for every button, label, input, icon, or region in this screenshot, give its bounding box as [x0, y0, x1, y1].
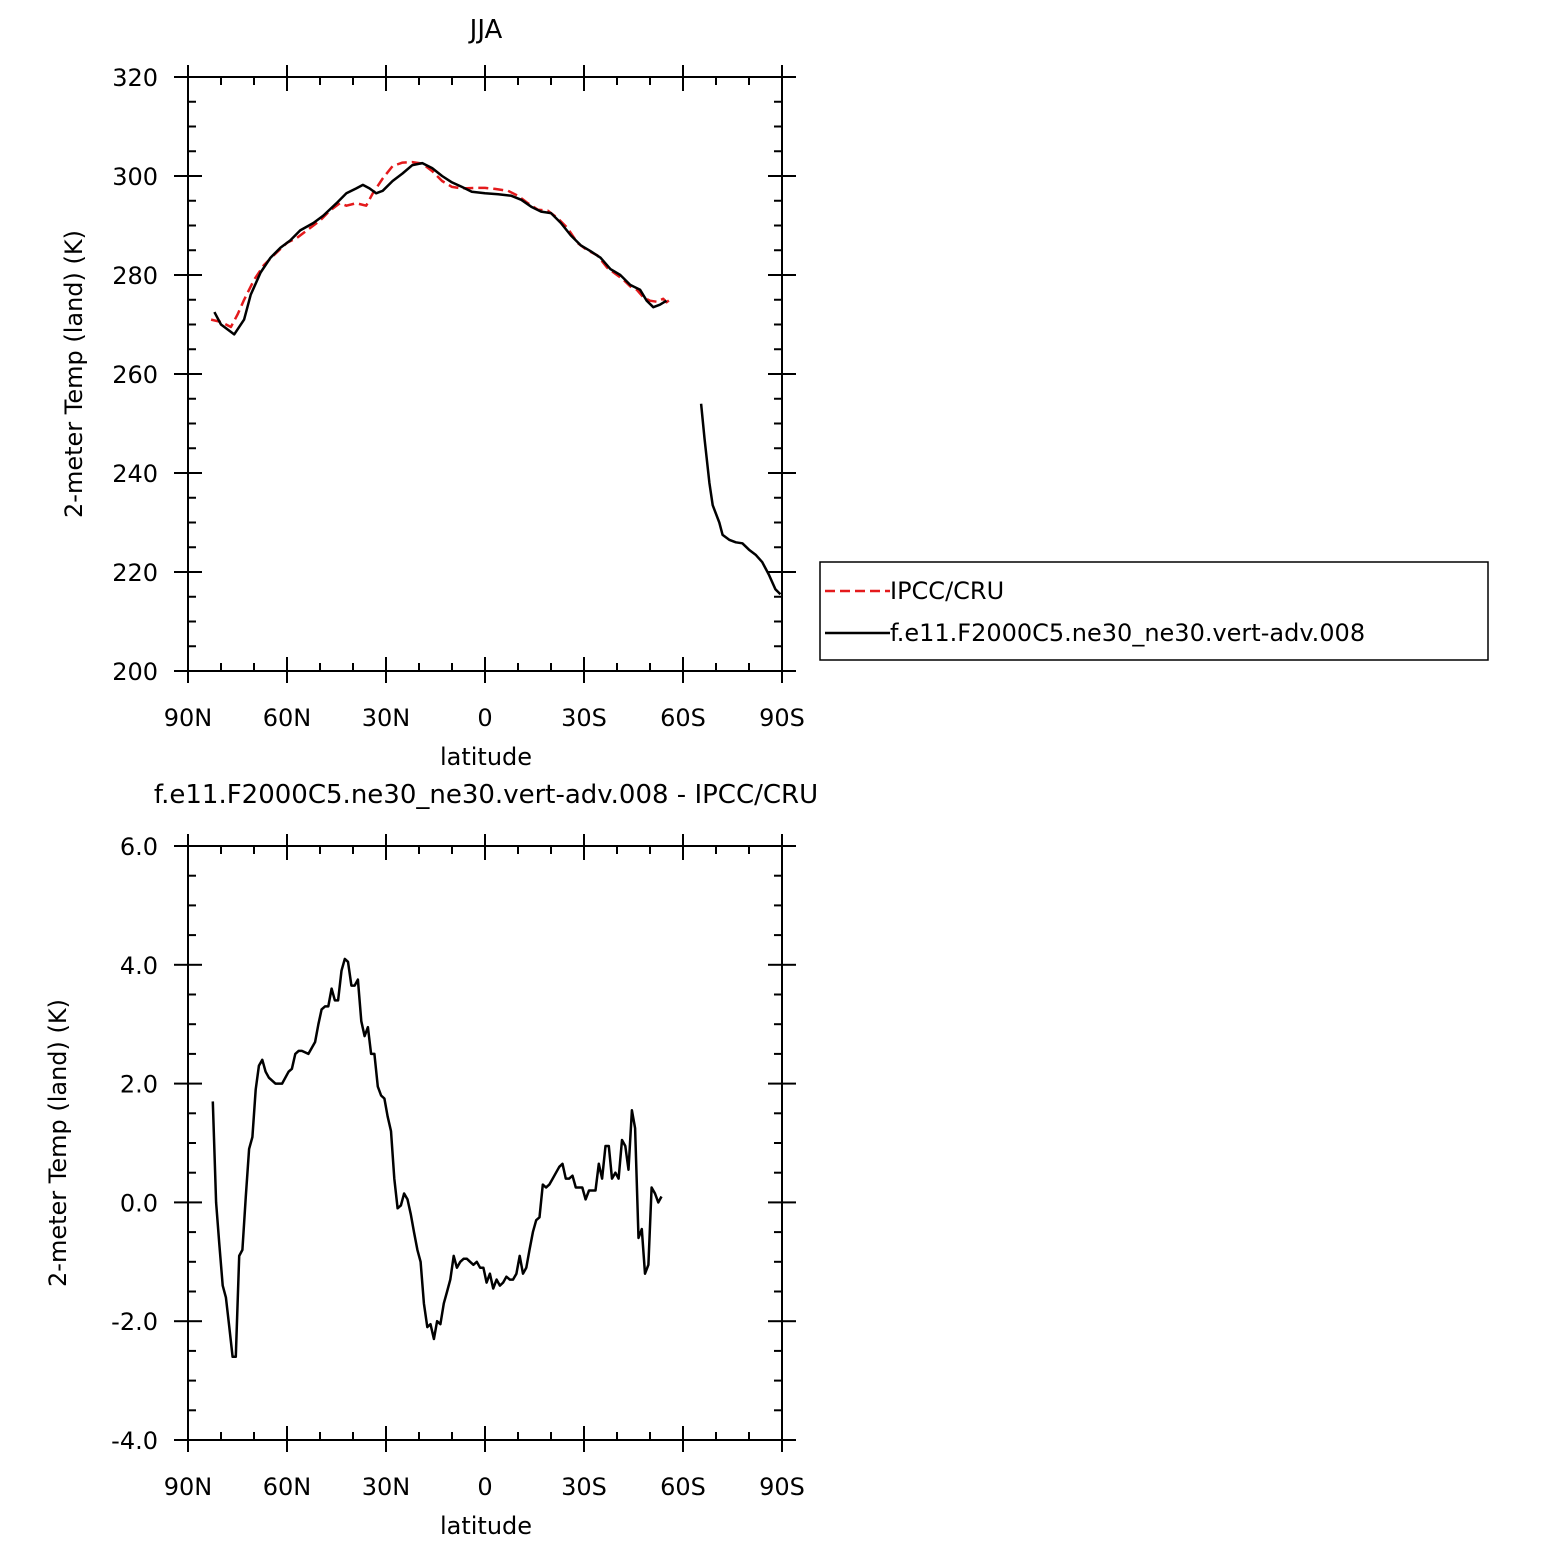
bottom-y-tick-label: 4.0 [120, 952, 158, 980]
bottom-x-tick-label: 60S [660, 1473, 706, 1501]
bottom-y-axis-label: 2-meter Temp (land) (K) [44, 999, 72, 1287]
bottom-x-tick-label: 30S [561, 1473, 607, 1501]
bottom-y-tick-label: -4.0 [111, 1427, 158, 1455]
bottom-y-tick-label: 2.0 [120, 1071, 158, 1099]
legend: IPCC/CRU f.e11.F2000C5.ne30_ne30.vert-ad… [819, 561, 1489, 661]
bottom-y-tick-label: 0.0 [120, 1189, 158, 1217]
bottom-y-tick-label: -2.0 [111, 1308, 158, 1336]
top-series-1-line-0 [213, 161, 668, 336]
top-panel: JJA latitude 2-meter Temp (land) (K) 90N… [60, 15, 1489, 771]
top-y-tick-label: 300 [112, 163, 158, 191]
bottom-x-axis-label: latitude [440, 1512, 532, 1540]
top-y-tick-label: 320 [112, 64, 158, 92]
top-y-tick-label: 240 [112, 460, 158, 488]
bottom-panel: f.e11.F2000C5.ne30_ne30.vert-adv.008 - I… [44, 780, 818, 1540]
top-y-tick-label: 200 [112, 658, 158, 686]
top-chart-title: JJA [468, 15, 503, 45]
top-y-axis-label: 2-meter Temp (land) (K) [60, 230, 88, 518]
top-series-1-line-1 [699, 403, 782, 596]
top-y-tick-label: 220 [112, 559, 158, 587]
top-y-tick-label: 260 [112, 361, 158, 389]
bottom-series-0-line-0 [211, 957, 663, 1359]
bottom-x-tick-label: 0 [477, 1473, 492, 1501]
bottom-x-tick-label: 30N [362, 1473, 411, 1501]
top-x-tick-label: 60S [660, 704, 706, 732]
bottom-x-tick-label: 60N [263, 1473, 312, 1501]
top-series-0-line-0 [210, 160, 671, 329]
bottom-x-tick-label: 90N [164, 1473, 213, 1501]
legend-label-ipcc-cru: IPCC/CRU [890, 577, 1004, 605]
top-plot-frame [187, 76, 783, 672]
top-x-axis-label: latitude [440, 743, 532, 771]
bottom-x-tick-label: 90S [759, 1473, 805, 1501]
bottom-plot-frame [187, 845, 783, 1441]
top-x-tick-label: 30S [561, 704, 607, 732]
top-x-tick-label: 60N [263, 704, 312, 732]
top-plot-area: 90N 60N 30N 0 30S 60S 90S 200 220 240 260 280 300 320 [112, 64, 805, 732]
top-x-tick-label: 90N [164, 704, 213, 732]
legend-box [819, 561, 1489, 661]
top-x-tick-label: 90S [759, 704, 805, 732]
top-y-tick-label: 280 [112, 262, 158, 290]
bottom-y-tick-label: 6.0 [120, 833, 158, 861]
bottom-plot-area: 90N 60N 30N 0 30S 60S 90S -4.0 -2.0 0.0 2.0 4.0 6.0 [111, 833, 805, 1501]
top-x-tick-label: 0 [477, 704, 492, 732]
bottom-chart-title: f.e11.F2000C5.ne30_ne30.vert-adv.008 - I… [154, 780, 818, 810]
legend-label-model: f.e11.F2000C5.ne30_ne30.vert-adv.008 [890, 619, 1365, 647]
top-x-tick-label: 30N [362, 704, 411, 732]
